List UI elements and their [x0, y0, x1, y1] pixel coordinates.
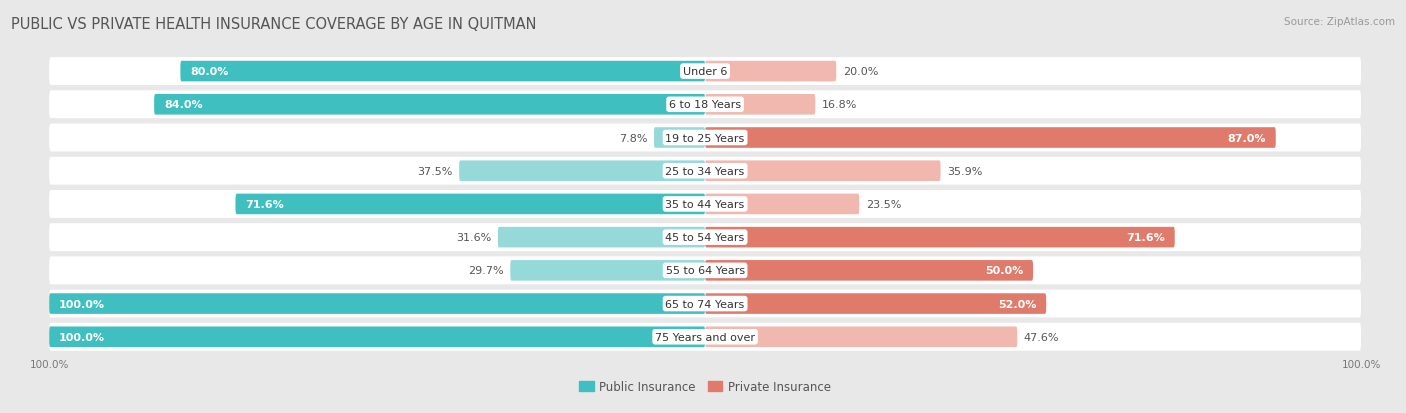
FancyBboxPatch shape — [49, 91, 1361, 119]
Text: 84.0%: 84.0% — [165, 100, 202, 110]
FancyBboxPatch shape — [706, 95, 815, 115]
Text: 71.6%: 71.6% — [245, 199, 284, 209]
FancyBboxPatch shape — [706, 294, 1046, 314]
FancyBboxPatch shape — [49, 224, 1361, 252]
Text: 87.0%: 87.0% — [1227, 133, 1265, 143]
FancyBboxPatch shape — [49, 294, 706, 314]
Text: 45 to 54 Years: 45 to 54 Years — [665, 233, 745, 242]
Text: Source: ZipAtlas.com: Source: ZipAtlas.com — [1284, 17, 1395, 26]
Text: 52.0%: 52.0% — [998, 299, 1036, 309]
FancyBboxPatch shape — [706, 194, 859, 215]
Text: 19 to 25 Years: 19 to 25 Years — [665, 133, 745, 143]
FancyBboxPatch shape — [460, 161, 706, 182]
Text: Under 6: Under 6 — [683, 67, 727, 77]
Text: 80.0%: 80.0% — [190, 67, 229, 77]
Text: 7.8%: 7.8% — [619, 133, 647, 143]
FancyBboxPatch shape — [706, 62, 837, 82]
Text: 35.9%: 35.9% — [948, 166, 983, 176]
FancyBboxPatch shape — [49, 257, 1361, 285]
Text: 50.0%: 50.0% — [986, 266, 1024, 276]
FancyBboxPatch shape — [706, 161, 941, 182]
FancyBboxPatch shape — [49, 190, 1361, 218]
Text: 71.6%: 71.6% — [1126, 233, 1166, 242]
Text: 100.0%: 100.0% — [59, 332, 105, 342]
FancyBboxPatch shape — [49, 290, 1361, 318]
FancyBboxPatch shape — [49, 327, 706, 347]
Text: 47.6%: 47.6% — [1024, 332, 1059, 342]
FancyBboxPatch shape — [155, 95, 706, 115]
Text: 31.6%: 31.6% — [456, 233, 491, 242]
FancyBboxPatch shape — [706, 128, 1275, 148]
FancyBboxPatch shape — [706, 227, 1175, 248]
Text: 55 to 64 Years: 55 to 64 Years — [665, 266, 745, 276]
FancyBboxPatch shape — [706, 327, 1018, 347]
Text: 75 Years and over: 75 Years and over — [655, 332, 755, 342]
Text: PUBLIC VS PRIVATE HEALTH INSURANCE COVERAGE BY AGE IN QUITMAN: PUBLIC VS PRIVATE HEALTH INSURANCE COVER… — [11, 17, 537, 31]
FancyBboxPatch shape — [49, 323, 1361, 351]
FancyBboxPatch shape — [510, 261, 706, 281]
Text: 20.0%: 20.0% — [842, 67, 879, 77]
Text: 6 to 18 Years: 6 to 18 Years — [669, 100, 741, 110]
Text: 23.5%: 23.5% — [866, 199, 901, 209]
Text: 35 to 44 Years: 35 to 44 Years — [665, 199, 745, 209]
Text: 25 to 34 Years: 25 to 34 Years — [665, 166, 745, 176]
FancyBboxPatch shape — [180, 62, 706, 82]
FancyBboxPatch shape — [49, 124, 1361, 152]
FancyBboxPatch shape — [49, 58, 1361, 86]
FancyBboxPatch shape — [706, 261, 1033, 281]
Text: 16.8%: 16.8% — [823, 100, 858, 110]
FancyBboxPatch shape — [654, 128, 706, 148]
Legend: Public Insurance, Private Insurance: Public Insurance, Private Insurance — [575, 375, 835, 398]
FancyBboxPatch shape — [235, 194, 706, 215]
FancyBboxPatch shape — [49, 157, 1361, 185]
FancyBboxPatch shape — [498, 227, 706, 248]
Text: 37.5%: 37.5% — [418, 166, 453, 176]
Text: 65 to 74 Years: 65 to 74 Years — [665, 299, 745, 309]
Text: 29.7%: 29.7% — [468, 266, 503, 276]
Text: 100.0%: 100.0% — [59, 299, 105, 309]
